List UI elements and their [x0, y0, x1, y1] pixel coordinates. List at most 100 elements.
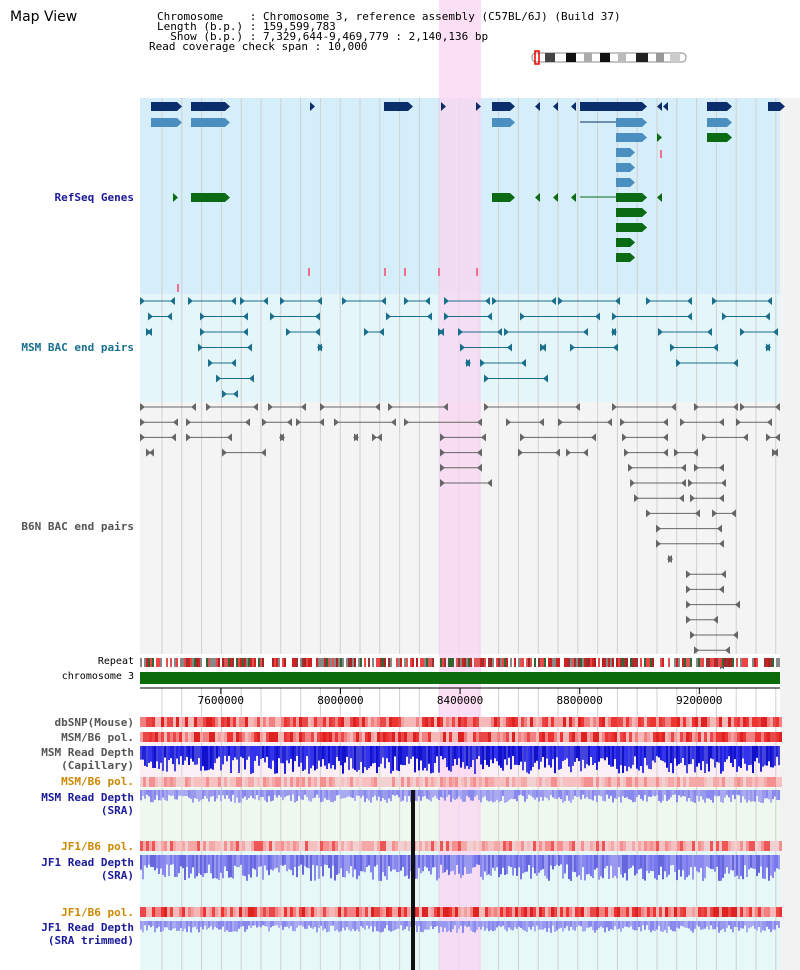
repeat-mark	[236, 658, 238, 667]
heat-cell	[251, 732, 254, 742]
bac-end	[484, 403, 489, 411]
depth-bar	[278, 855, 280, 873]
repeat-mark	[496, 658, 498, 667]
heat-cell	[596, 777, 599, 787]
depth-bar	[300, 790, 302, 800]
heat-cell	[254, 907, 257, 917]
heat-cell	[776, 717, 779, 727]
depth-bar	[206, 921, 208, 930]
heat-cell	[398, 841, 401, 851]
heat-cell	[497, 732, 500, 742]
heat-cell	[545, 841, 548, 851]
depth-bar	[292, 746, 294, 772]
depth-bar	[200, 746, 202, 771]
heat-cell	[632, 841, 635, 851]
repeat-mark	[630, 658, 632, 667]
heat-cell	[206, 732, 209, 742]
depth-bar	[442, 921, 444, 932]
depth-bar	[588, 790, 590, 800]
heat-cell	[341, 777, 344, 787]
heat-cell	[236, 717, 239, 727]
depth-bar	[386, 790, 388, 803]
depth-bar	[288, 746, 290, 764]
heat-cell	[296, 841, 299, 851]
heat-cell	[329, 732, 332, 742]
heat-cell	[224, 841, 227, 851]
depth-bar	[476, 921, 478, 930]
depth-bar	[364, 746, 366, 768]
heat-cell	[185, 841, 188, 851]
depth-bar	[778, 746, 780, 766]
heat-cell	[209, 907, 212, 917]
bac-end	[656, 524, 661, 533]
heat-cell	[281, 907, 284, 917]
heat-cell	[563, 717, 566, 727]
depth-bar	[538, 746, 540, 770]
depth-bar	[224, 790, 226, 799]
depth-bar	[294, 790, 296, 803]
msm-bac-end-pairs-track[interactable]	[140, 297, 778, 398]
repeat-mark	[574, 658, 576, 667]
repeat-mark	[632, 658, 634, 667]
depth-bar	[420, 921, 422, 932]
depth-bar	[520, 746, 522, 762]
depth-bar	[526, 855, 528, 872]
depth-bar	[776, 790, 778, 801]
heat-cell	[155, 717, 158, 727]
heat-cell	[275, 907, 278, 917]
heat-cell	[179, 732, 182, 742]
depth-bar	[734, 746, 736, 760]
heat-cell	[779, 907, 782, 917]
gene-block	[492, 102, 510, 111]
heat-cell	[164, 907, 167, 917]
depth-bar	[548, 921, 550, 929]
refseq-genes-track[interactable]	[151, 102, 785, 292]
heat-cell	[170, 907, 173, 917]
heat-cell	[416, 907, 419, 917]
heat-cell	[575, 907, 578, 917]
bac-end	[743, 433, 748, 442]
depth-bar	[722, 746, 724, 772]
depth-bar	[366, 921, 368, 926]
depth-bar	[260, 855, 262, 867]
depth-bar	[614, 746, 616, 760]
depth-bar	[338, 790, 340, 795]
heat-cell	[731, 717, 734, 727]
b6n-bac-end-pairs-track[interactable]	[140, 403, 780, 670]
depth-bar	[388, 790, 390, 799]
heat-cell	[656, 717, 659, 727]
repeat-mark	[712, 658, 714, 667]
bac-end	[444, 297, 449, 305]
depth-bar	[500, 855, 502, 875]
heat-cell	[596, 717, 599, 727]
heat-cell	[776, 841, 779, 851]
depth-bar	[346, 790, 348, 798]
heat-cell	[653, 841, 656, 851]
heat-cell	[149, 907, 152, 917]
repeat-mark	[716, 658, 718, 667]
bac-end	[240, 297, 245, 305]
heat-cell	[176, 732, 179, 742]
bac-end	[611, 328, 616, 336]
depth-bar	[694, 855, 696, 867]
heat-cell	[410, 777, 413, 787]
depth-bar	[386, 855, 388, 880]
repeat-mark	[258, 658, 260, 667]
heat-cell	[584, 732, 587, 742]
depth-bar	[142, 790, 144, 796]
depth-bar	[740, 790, 742, 803]
heat-cell	[296, 907, 299, 917]
repeat-mark	[714, 658, 716, 667]
depth-bar	[626, 790, 628, 798]
heat-cell	[692, 841, 695, 851]
depth-bar	[416, 746, 418, 759]
depth-bar	[682, 855, 684, 871]
heat-cell	[239, 732, 242, 742]
depth-bar	[562, 790, 564, 803]
depth-bar	[298, 855, 300, 867]
bac-end	[687, 312, 692, 321]
heat-cell	[752, 841, 755, 851]
depth-bar	[468, 790, 470, 798]
depth-bar	[544, 855, 546, 876]
heat-cell	[476, 841, 479, 851]
